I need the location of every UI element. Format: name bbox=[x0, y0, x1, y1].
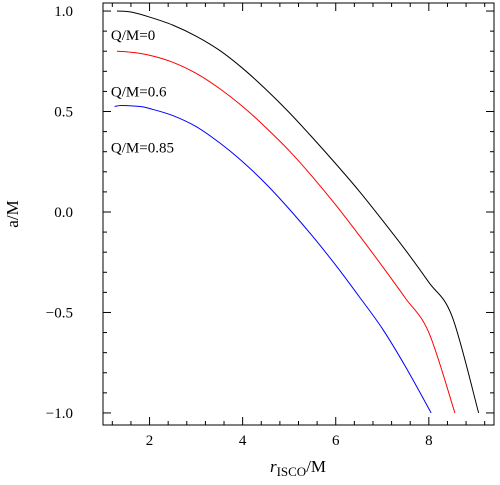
y-tick-label: −0.5 bbox=[46, 305, 73, 321]
y-axis-label: a/M bbox=[3, 200, 22, 227]
x-axis-label-tail: /M bbox=[306, 457, 326, 476]
y-tick-label: −1.0 bbox=[46, 406, 73, 422]
series-annotation: Q/M=0.85 bbox=[111, 141, 174, 157]
series-layer bbox=[114, 10, 480, 414]
annotation-layer: Q/M=0 Q/M=0.6 Q/M=0.85 bbox=[111, 28, 174, 157]
x-tick-label: 4 bbox=[239, 433, 247, 449]
x-tick-label: 6 bbox=[332, 433, 340, 449]
y-tick-label: 0.0 bbox=[54, 205, 73, 221]
x-axis-label-subscript: ISCO bbox=[277, 464, 307, 479]
plot-frame bbox=[102, 2, 495, 426]
x-tick-label: 2 bbox=[146, 433, 154, 449]
series-annotation: Q/M=0.6 bbox=[111, 84, 167, 100]
y-tick-label: 0.5 bbox=[54, 105, 73, 121]
y-tick-label: 1.0 bbox=[54, 4, 73, 20]
x-axis-label: rISCO/M bbox=[270, 457, 326, 479]
series-line-1 bbox=[116, 50, 456, 414]
series-line-2 bbox=[114, 104, 432, 414]
ticks-layer: 2 4 6 8 1.0 0.5 0.0 −0.5 −1.0 bbox=[46, 3, 494, 449]
series-line-0 bbox=[116, 10, 480, 414]
series-annotation: Q/M=0 bbox=[111, 28, 155, 44]
x-axis-label-main: r bbox=[270, 457, 277, 476]
x-tick-label: 8 bbox=[425, 433, 433, 449]
